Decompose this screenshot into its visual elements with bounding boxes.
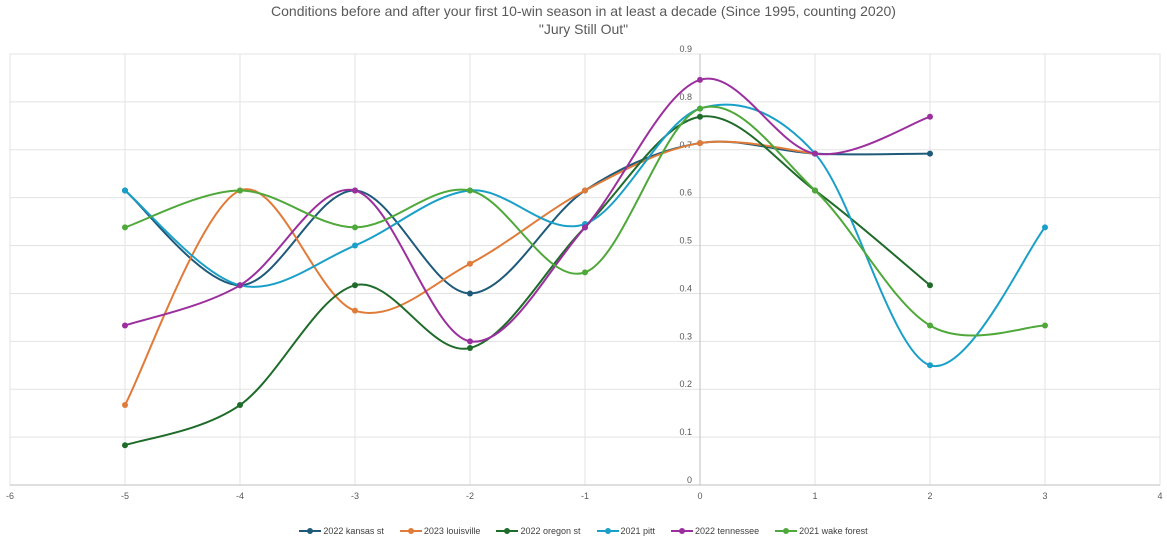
y-tick-label: 0.9 [679, 44, 692, 54]
data-point-2023-louisville [352, 307, 358, 314]
data-point-2021-pitt [927, 362, 933, 369]
data-point-2022-oregon-st [927, 282, 933, 289]
data-point-2022-oregon-st [237, 402, 243, 409]
x-tick-label: 0 [697, 491, 702, 501]
y-tick-label: 0.4 [679, 283, 692, 293]
data-point-2022-tennessee [352, 187, 358, 194]
legend-entry: 2022 kansas st [299, 526, 384, 536]
data-point-2021-wake-forest [122, 224, 128, 231]
data-point-2022-kansas-st [927, 150, 933, 157]
data-point-2022-tennessee [927, 113, 933, 120]
series-line-2022-kansas-st [124, 140, 931, 295]
legend-entry: 2021 wake forest [775, 526, 868, 536]
data-point-2021-pitt [352, 242, 358, 249]
data-point-2023-louisville [467, 260, 473, 267]
data-point-2021-pitt [1042, 224, 1048, 231]
x-tick-label: -5 [121, 491, 129, 501]
y-tick-label: 0.3 [679, 331, 692, 341]
data-point-2021-wake-forest [352, 224, 358, 231]
data-point-2021-pitt [122, 187, 128, 194]
data-point-2022-oregon-st [122, 442, 128, 449]
legend-swatch [399, 526, 422, 536]
legend-label: 2022 oregon st [520, 526, 581, 536]
data-point-2021-wake-forest [812, 187, 818, 194]
series-line-2022-oregon-st [124, 115, 931, 447]
x-tick-label: 1 [812, 491, 817, 501]
data-point-2022-oregon-st [467, 345, 473, 352]
data-point-2023-louisville [582, 187, 588, 194]
legend-entry: 2022 tennessee [671, 526, 759, 536]
y-tick-label: 0.5 [679, 236, 692, 246]
x-tick-label: -3 [351, 491, 359, 501]
legend-label: 2021 pitt [620, 526, 656, 536]
data-point-2022-oregon-st [697, 113, 703, 120]
legend-swatch [775, 526, 798, 536]
data-point-2021-wake-forest [927, 322, 933, 329]
data-point-2022-oregon-st [352, 282, 358, 289]
data-point-2022-tennessee [237, 282, 243, 289]
chart-subtitle: "Jury Still Out" [538, 21, 629, 37]
legend-entry: 2023 louisville [399, 526, 481, 536]
y-tick-label: 0 [687, 475, 692, 485]
data-point-2021-wake-forest [237, 187, 243, 194]
x-tick-label: -2 [466, 491, 474, 501]
legend-label: 2022 kansas st [323, 526, 384, 536]
data-point-2021-wake-forest [467, 187, 473, 194]
series-line-2022-tennessee [124, 77, 931, 343]
series-line-2021-wake-forest [124, 105, 1046, 337]
series-line-2023-louisville [124, 140, 816, 406]
x-tick-label: 2 [927, 491, 932, 501]
legend-swatch [299, 526, 322, 536]
x-tick-label: 4 [1157, 491, 1162, 501]
data-point-2022-tennessee [812, 150, 818, 157]
legend-swatch [496, 526, 519, 536]
x-tick-label: -4 [236, 491, 244, 501]
y-tick-label: 0.6 [679, 188, 692, 198]
y-tick-label: 0.8 [679, 92, 692, 102]
chart-legend: 2022 kansas st 2023 louisville 2022 oregon… [0, 526, 1167, 536]
data-point-2022-tennessee [697, 76, 703, 83]
data-point-2023-louisville [122, 402, 128, 409]
data-point-2023-louisville [697, 140, 703, 147]
legend-swatch [596, 526, 619, 536]
data-point-2021-wake-forest [697, 105, 703, 112]
y-tick-label: 0.1 [679, 427, 692, 437]
data-point-2021-wake-forest [1042, 322, 1048, 329]
legend-label: 2021 wake forest [799, 526, 868, 536]
y-tick-label: 0.2 [679, 379, 692, 389]
data-point-2022-tennessee [122, 322, 128, 329]
series-line-2021-pitt [124, 103, 1046, 367]
legend-entry: 2021 pitt [596, 526, 656, 536]
legend-label: 2023 louisville [423, 526, 481, 536]
legend-swatch [671, 526, 694, 536]
data-point-2022-kansas-st [467, 290, 473, 297]
data-point-2021-wake-forest [582, 269, 588, 276]
legend-label: 2022 tennessee [695, 526, 760, 536]
data-point-2022-tennessee [467, 338, 473, 345]
x-tick-label: -6 [6, 491, 14, 501]
legend-entry: 2022 oregon st [496, 526, 581, 536]
y-tick-label: 0.7 [679, 140, 692, 150]
x-tick-label: 3 [1042, 491, 1047, 501]
data-point-2022-tennessee [582, 224, 588, 231]
chart-title: Conditions before and after your first 1… [271, 3, 896, 19]
x-tick-label: -1 [581, 491, 589, 501]
line-chart: -6 -5 -4 -3 -2 -1 0 1 2 3 4 0 0.1 0.2 0.3 0.4 0.5 0.6 0.7 0… [6, 44, 1163, 501]
